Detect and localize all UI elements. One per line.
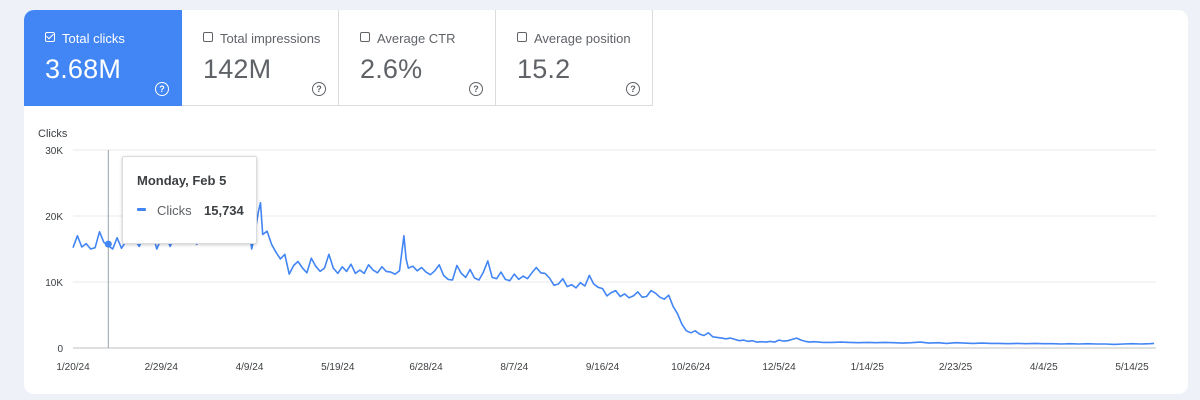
y-tick-label: 30K [45,146,63,157]
clicks-chart[interactable]: Clicks 0 10K 20K 30K 1/20/24 2/29/24 4/9/24 5/… [24,10,1188,394]
checkbox-icon[interactable] [360,32,370,42]
metric-value: 15.2 [517,54,571,84]
tooltip-value: 15,734 [204,203,244,218]
x-tick-label: 2/29/24 [145,362,179,373]
x-tick-label: 5/19/24 [321,362,355,373]
x-tick-label: 9/16/24 [586,362,620,373]
x-tick-label: 6/28/24 [409,362,443,373]
chart-tooltip: Monday, Feb 5 Clicks 15,734 [122,156,257,244]
help-icon[interactable]: ? [469,82,483,96]
x-tick-label: 8/7/24 [500,362,528,373]
x-tick-label: 10/26/24 [671,362,710,373]
tooltip-date: Monday, Feb 5 [137,173,227,188]
metric-label: Total clicks [62,31,125,46]
hover-point [104,240,112,248]
y-axis-ticks: 0 10K 20K 30K [45,146,63,355]
y-axis-title: Clicks [38,128,68,140]
metric-label: Average CTR [377,31,456,46]
series-swatch-icon [137,208,146,211]
x-tick-label: 5/14/25 [1115,362,1149,373]
metric-tabs: Total clicks 3.68M ? Total impressions 1… [24,10,653,106]
metric-average-ctr[interactable]: Average CTR 2.6% ? [339,10,496,106]
x-tick-label: 1/20/24 [56,362,90,373]
y-tick-label: 20K [45,212,63,223]
help-icon[interactable]: ? [155,82,169,96]
x-tick-label: 2/23/25 [939,362,973,373]
x-tick-label: 4/4/25 [1030,362,1058,373]
y-tick-label: 0 [57,344,63,355]
x-tick-label: 4/9/24 [236,362,264,373]
metric-total-clicks[interactable]: Total clicks 3.68M ? [24,10,182,106]
x-tick-label: 1/14/25 [851,362,885,373]
metric-value: 2.6% [360,54,423,84]
metric-label: Total impressions [220,31,321,46]
help-icon[interactable]: ? [312,82,326,96]
y-tick-label: 10K [45,278,63,289]
metric-average-position[interactable]: Average position 15.2 ? [496,10,653,106]
metric-value: 3.68M [45,54,122,84]
checkbox-icon[interactable] [45,32,55,42]
metric-label: Average position [534,31,631,46]
x-tick-label: 12/5/24 [762,362,796,373]
performance-card: Total clicks 3.68M ? Total impressions 1… [24,10,1188,394]
checkbox-icon[interactable] [203,32,213,42]
checkbox-icon[interactable] [517,32,527,42]
help-icon[interactable]: ? [626,82,640,96]
x-axis-ticks: 1/20/24 2/29/24 4/9/24 5/19/24 6/28/24 8/7/24… [56,362,1149,373]
metric-value: 142M [203,54,272,84]
tooltip-series-name: Clicks [157,203,192,218]
metric-total-impressions[interactable]: Total impressions 142M ? [182,10,339,106]
